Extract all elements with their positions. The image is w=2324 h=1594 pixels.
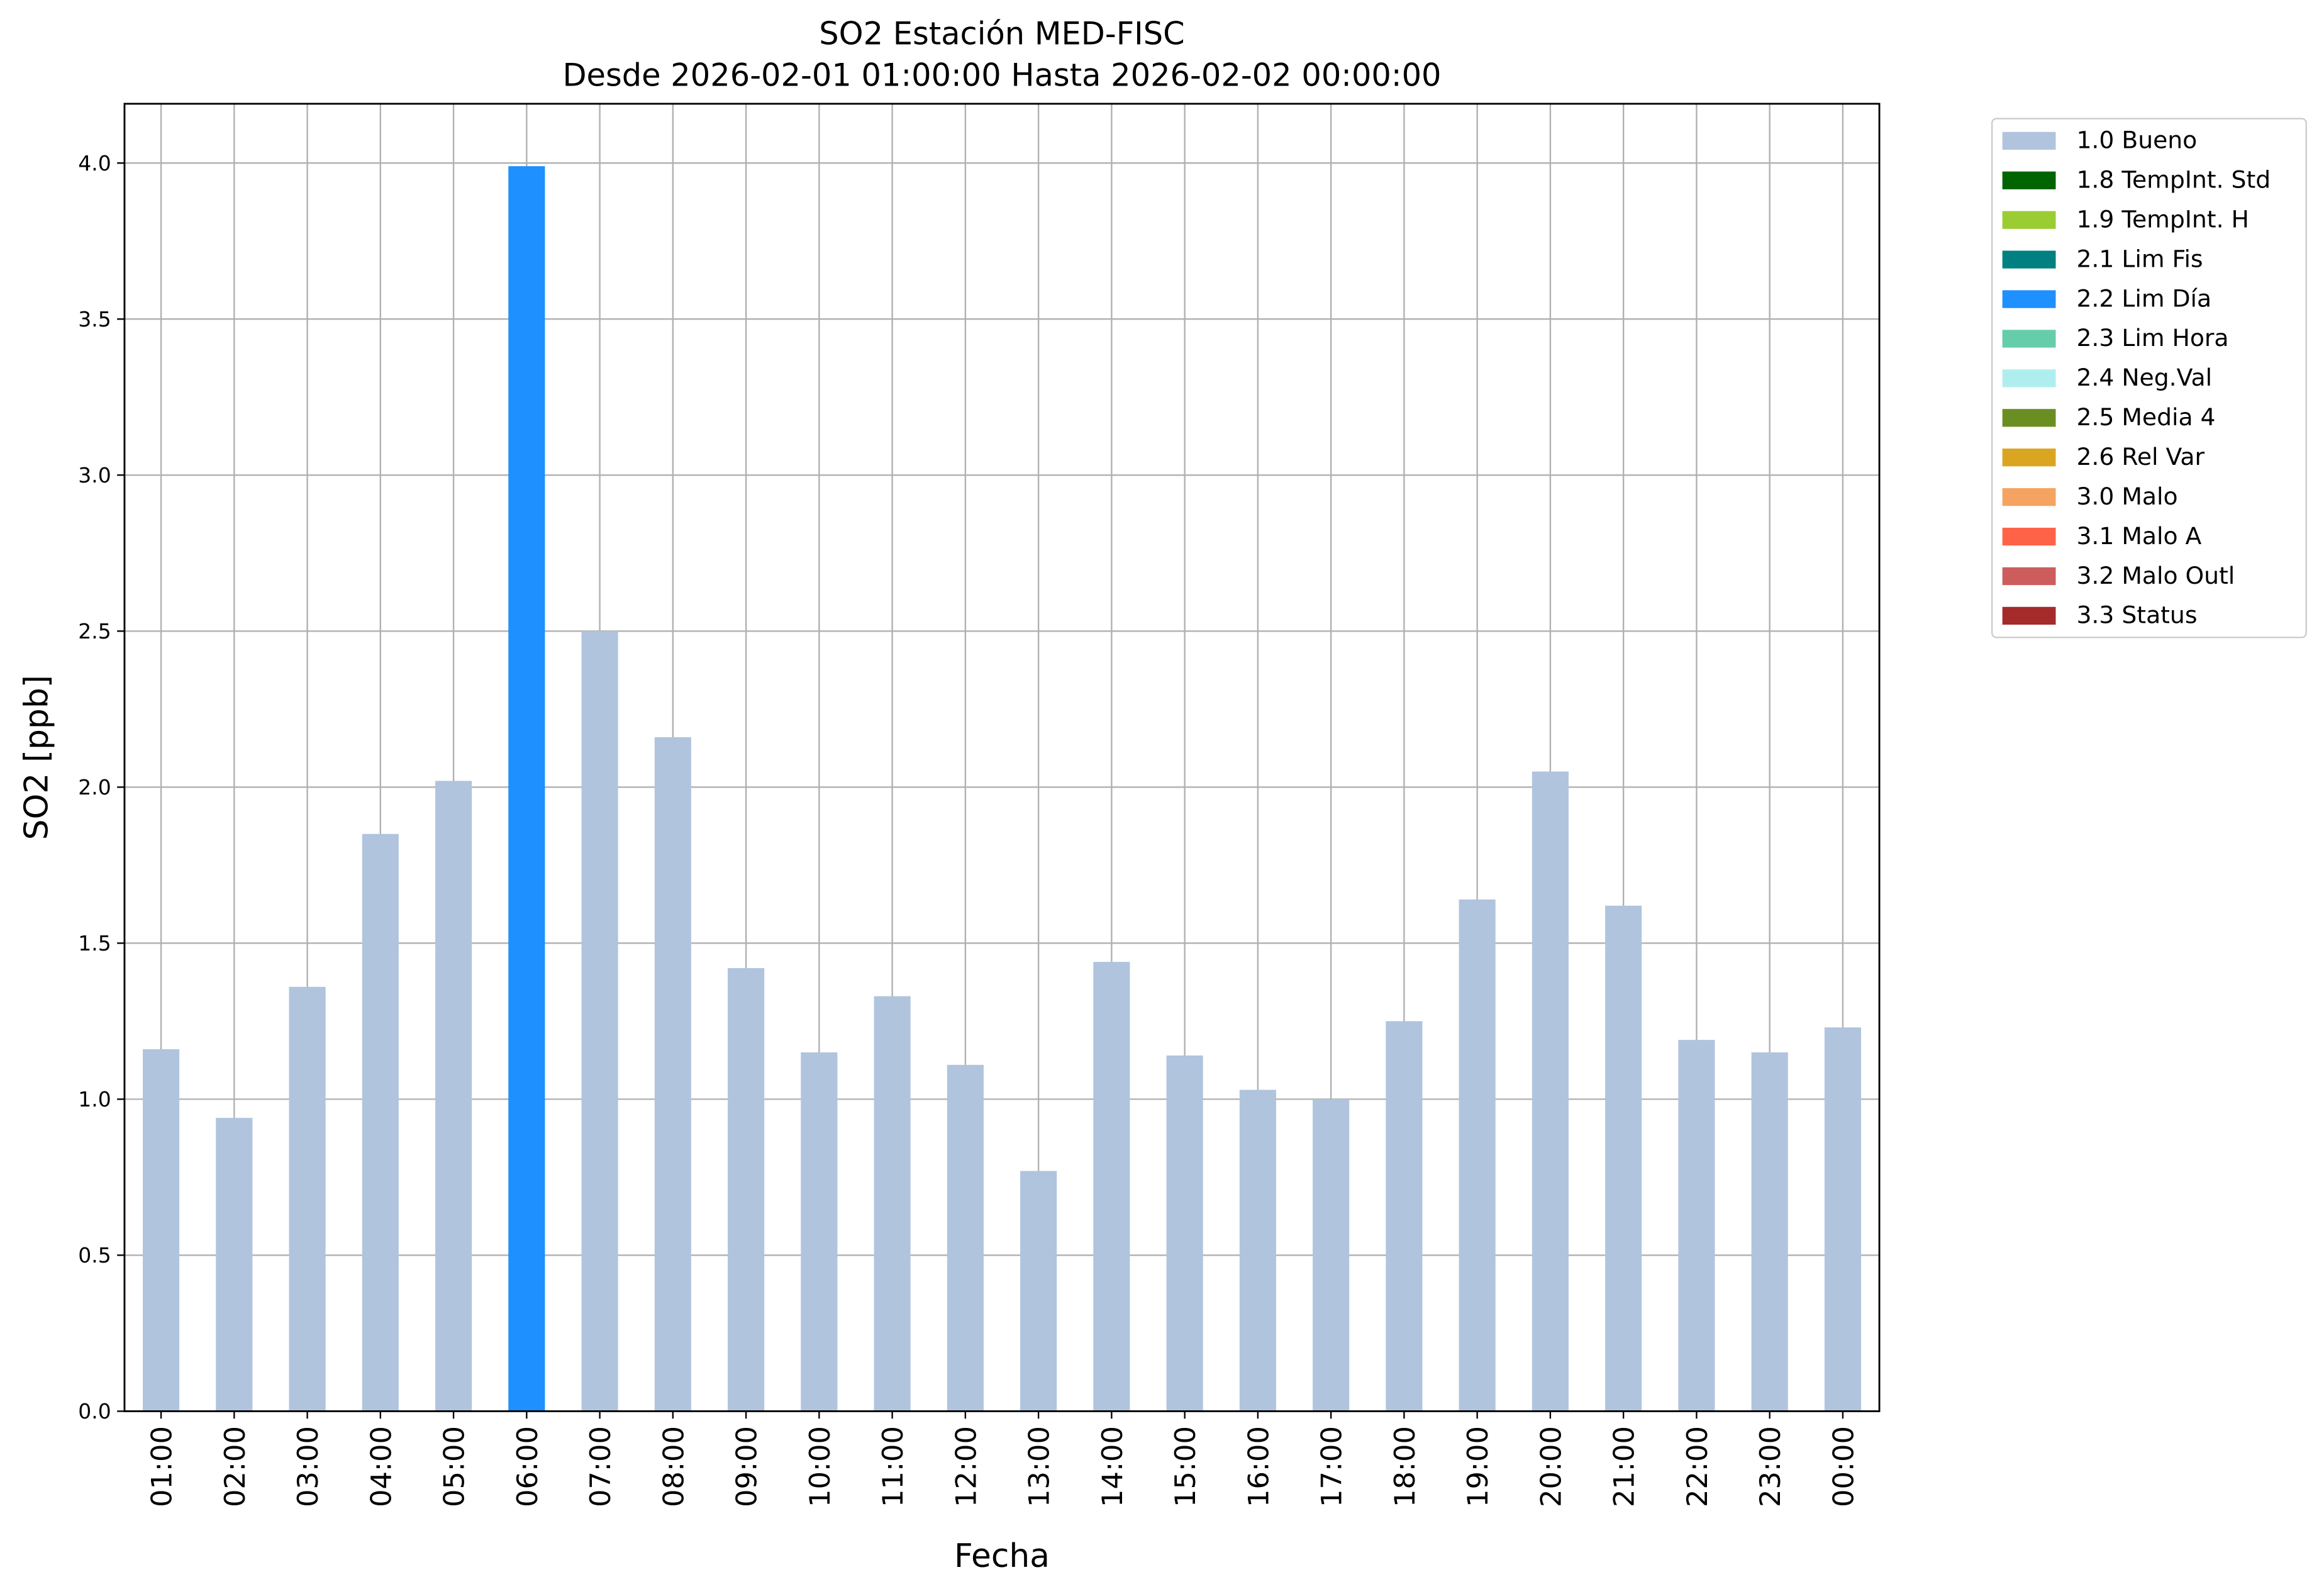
legend-swatch: [2002, 131, 2056, 150]
bar: [143, 1049, 180, 1412]
x-tick-label: 12:00: [949, 1426, 982, 1507]
legend-label: 3.0 Malo: [2076, 482, 2177, 510]
bar: [947, 1064, 984, 1412]
legend-swatch: [2002, 211, 2056, 229]
x-tick-label: 22:00: [1681, 1426, 1714, 1507]
bar: [1093, 962, 1130, 1412]
legend-label: 3.1 Malo A: [2076, 522, 2201, 550]
legend-label: 1.9 TempInt. H: [2076, 205, 2249, 233]
bar: [1459, 899, 1496, 1412]
x-tick-label: 18:00: [1388, 1426, 1421, 1507]
x-tick-label: 21:00: [1608, 1426, 1641, 1507]
x-tick-label: 02:00: [218, 1426, 252, 1507]
bar: [289, 986, 326, 1412]
x-tick-label: 03:00: [291, 1426, 325, 1507]
legend-swatch: [2002, 488, 2056, 506]
y-tick-label: 2.5: [78, 619, 111, 644]
bar: [508, 166, 545, 1412]
bars: [143, 166, 1861, 1412]
x-tick-label: 05:00: [438, 1426, 471, 1507]
bar: [1020, 1171, 1057, 1412]
x-tick-label: 13:00: [1023, 1426, 1056, 1507]
y-tick-label: 0.0: [78, 1399, 111, 1424]
bar: [1386, 1021, 1423, 1412]
x-tick-label: 00:00: [1826, 1426, 1860, 1507]
legend-swatch: [2002, 250, 2056, 269]
x-tick-label: 15:00: [1169, 1426, 1202, 1507]
legend-swatch: [2002, 369, 2056, 387]
x-tick-label: 20:00: [1534, 1426, 1567, 1507]
legend-swatch: [2002, 449, 2056, 467]
bar: [1605, 905, 1642, 1412]
x-tick-label: 17:00: [1315, 1426, 1348, 1507]
x-tick-label: 09:00: [730, 1426, 764, 1507]
x-axis-label: Fecha: [954, 1537, 1050, 1575]
x-tick-label: 16:00: [1242, 1426, 1275, 1507]
legend-label: 2.3 Lim Hora: [2076, 324, 2228, 352]
legend-label: 2.1 Lim Fis: [2076, 245, 2203, 272]
axes: 0.0 0.5 1.0 1.5 2.0 2.5 3.0 3.5 4.0 01:00 02:00 03:…: [78, 151, 1860, 1507]
legend: 1.0 Bueno 1.8 TempInt. Std 1.9 TempInt. H 2…: [2002, 126, 2271, 629]
bar: [362, 833, 399, 1412]
x-tick-label: 19:00: [1461, 1426, 1494, 1507]
bar: [1824, 1027, 1861, 1412]
bar: [1166, 1055, 1203, 1412]
x-tick-label: 23:00: [1754, 1426, 1787, 1507]
bar: [654, 737, 691, 1412]
x-tick-label: 11:00: [876, 1426, 909, 1507]
bar: [728, 968, 765, 1412]
bar: [1239, 1090, 1276, 1412]
legend-swatch: [2002, 409, 2056, 427]
legend-swatch: [2002, 527, 2056, 546]
x-tick-label: 08:00: [657, 1426, 690, 1507]
y-axis-label: SO2 [ppb]: [18, 675, 55, 840]
y-tick-label: 1.5: [78, 931, 111, 956]
bar: [1678, 1040, 1715, 1412]
bar: [216, 1118, 253, 1412]
legend-swatch: [2002, 171, 2056, 189]
legend-label: 2.6 Rel Var: [2076, 443, 2204, 471]
y-tick-label: 4.0: [78, 151, 111, 176]
legend-label: 2.4 Neg.Val: [2076, 364, 2212, 391]
bar: [801, 1052, 838, 1412]
chart-title: SO2 Estación MED-FISC: [819, 16, 1184, 52]
legend-label: 1.0 Bueno: [2076, 126, 2197, 154]
y-tick-label: 2.0: [78, 775, 111, 800]
x-tick-label: 10:00: [803, 1426, 837, 1507]
legend-swatch: [2002, 330, 2056, 348]
x-tick-label: 04:00: [364, 1426, 398, 1507]
x-tick-label: 07:00: [584, 1426, 617, 1507]
y-tick-label: 3.5: [78, 307, 111, 332]
legend-swatch: [2002, 290, 2056, 308]
x-tick-label: 06:00: [511, 1426, 544, 1507]
legend-label: 2.5 Media 4: [2076, 403, 2215, 431]
legend-label: 3.3 Status: [2076, 601, 2197, 629]
chart-subtitle: Desde 2026-02-01 01:00:00 Hasta 2026-02-…: [562, 57, 1441, 94]
bar: [1532, 771, 1569, 1412]
legend-label: 3.2 Malo Outl: [2076, 562, 2235, 589]
legend-box: [1991, 118, 2307, 638]
bar: [874, 996, 911, 1412]
y-tick-label: 3.0: [78, 463, 111, 488]
bar: [1313, 1099, 1350, 1412]
y-tick-label: 1.0: [78, 1087, 111, 1112]
x-tick-label: 14:00: [1096, 1426, 1129, 1507]
legend-swatch: [2002, 567, 2056, 586]
plot-frame: [123, 103, 1881, 1412]
bar: [1751, 1052, 1788, 1412]
bar: [435, 781, 472, 1412]
y-tick-label: 0.5: [78, 1243, 111, 1268]
x-tick-label: 01:00: [145, 1426, 179, 1507]
legend-label: 1.8 TempInt. Std: [2076, 166, 2271, 194]
legend-swatch: [2002, 606, 2056, 625]
bar: [581, 631, 618, 1412]
legend-label: 2.2 Lim Día: [2076, 284, 2211, 312]
